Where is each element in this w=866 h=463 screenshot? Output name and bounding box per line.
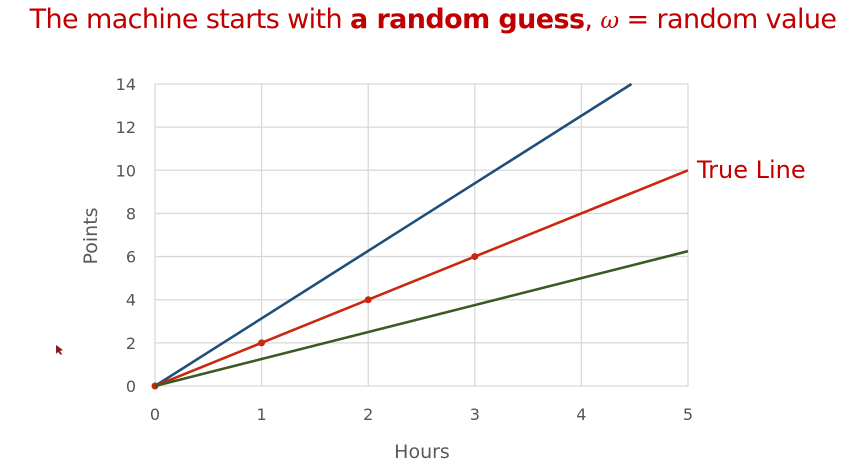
series-line-1 (154, 169, 689, 388)
y-tick-label: 2 (126, 334, 136, 353)
x-tick-label: 0 (150, 405, 160, 424)
title-text-end: = random value (618, 4, 837, 35)
y-tick-label: 0 (126, 377, 136, 396)
y-tick-label: 12 (116, 118, 136, 137)
x-tick-label: 2 (363, 405, 373, 424)
y-tick-label: 14 (116, 75, 136, 94)
data-point (364, 296, 372, 304)
title-bold-text: a random guess (350, 4, 585, 35)
series-lines (151, 82, 689, 390)
x-tick-label: 4 (576, 405, 586, 424)
title-text: The machine starts with (29, 4, 351, 35)
x-tick-label: 1 (257, 405, 267, 424)
grid (154, 83, 689, 387)
x-tick-label: 3 (470, 405, 480, 424)
slide-title: The machine starts with a random guess, … (0, 4, 866, 35)
data-point (471, 253, 479, 261)
true-line-label: True Line (696, 156, 806, 184)
title-comma: , (584, 4, 601, 35)
series-line-0 (154, 82, 633, 388)
data-point (258, 339, 266, 347)
y-tick-label: 6 (126, 248, 136, 267)
y-tick-label: 4 (126, 291, 136, 310)
omega-symbol: ω (600, 8, 619, 34)
y-tick-label: 10 (116, 161, 136, 180)
series-line-2 (154, 249, 689, 388)
x-tick-label: 5 (683, 405, 693, 424)
mouse-cursor-icon (56, 345, 63, 355)
x-axis-label: Hours (394, 441, 450, 463)
y-tick-label: 8 (126, 204, 136, 223)
y-axis-label: Points (80, 207, 102, 264)
